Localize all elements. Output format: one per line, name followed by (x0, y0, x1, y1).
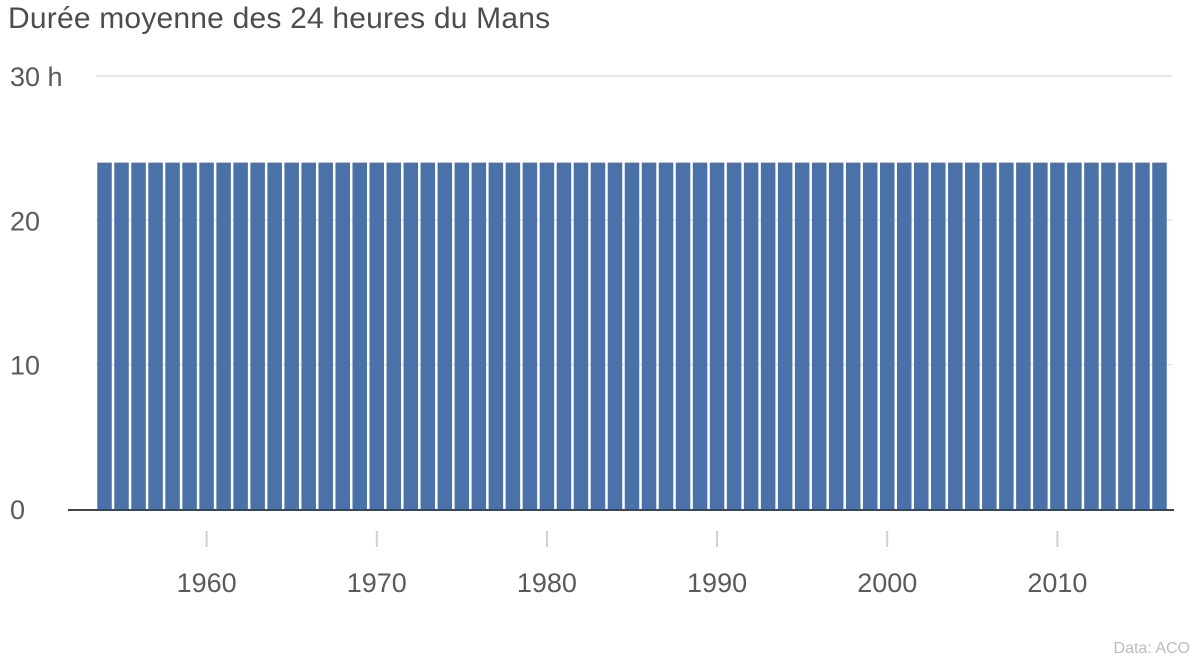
bar-1989 (692, 162, 708, 509)
bar-1990 (709, 162, 725, 509)
bar-1963 (250, 162, 265, 509)
bar-1974 (437, 162, 453, 509)
bar-1977 (488, 162, 504, 509)
bar-1954 (97, 162, 112, 509)
chart-title: Durée moyenne des 24 heures du Mans (8, 2, 551, 35)
axes (68, 509, 1174, 547)
bar-1980 (539, 162, 555, 509)
y-tick-label: 10 (10, 351, 40, 381)
bar-2007 (999, 162, 1014, 509)
bar-2016 (1152, 162, 1167, 509)
bar-1996 (811, 162, 827, 509)
bar-2015 (1135, 162, 1150, 509)
y-tick-label: 20 (10, 206, 40, 236)
bar-1969 (352, 162, 368, 509)
bar-1966 (301, 162, 316, 509)
x-tick-label: 1970 (347, 568, 407, 598)
bar-2005 (965, 162, 980, 509)
bar-2006 (982, 162, 997, 509)
bar-1982 (573, 162, 589, 509)
bar-1978 (505, 162, 521, 509)
bar-1968 (335, 162, 350, 509)
bar-1970 (369, 162, 385, 509)
bar-1964 (267, 162, 282, 509)
tick-labels: 0 10 20 30 h 1960 1970 1980 1990 2000 2010 (10, 62, 1087, 598)
y-tick-label: 30 h (10, 62, 63, 92)
bar-1965 (284, 162, 299, 509)
bar-1984 (607, 162, 623, 509)
x-tick-label: 1990 (687, 568, 747, 598)
bar-1997 (828, 162, 844, 509)
bar-1971 (386, 162, 402, 509)
bar-2004 (948, 162, 963, 509)
bar-1993 (760, 162, 776, 509)
bar-1973 (420, 162, 436, 509)
x-tick-label: 1980 (517, 568, 577, 598)
bar-1992 (743, 162, 759, 509)
bar-1979 (522, 162, 538, 509)
bar-1986 (641, 162, 657, 509)
x-tick-label: 2010 (1027, 568, 1087, 598)
bar-1972 (403, 162, 419, 509)
bar-1998 (845, 162, 861, 509)
bar-2011 (1067, 162, 1082, 509)
bar-2013 (1101, 162, 1116, 509)
bar-1960 (199, 162, 214, 509)
bar-1999 (862, 162, 878, 509)
bar-1988 (675, 162, 691, 509)
bar-2003 (931, 162, 946, 509)
bar-2008 (1016, 162, 1031, 509)
bar-1983 (590, 162, 606, 509)
x-tick-label: 2000 (857, 568, 917, 598)
bar-2009 (1033, 162, 1048, 509)
bar-1959 (182, 162, 197, 509)
bar-1957 (148, 162, 163, 509)
bar-1985 (624, 162, 640, 509)
bars (97, 162, 1167, 509)
bar-1955 (114, 162, 129, 509)
bar-2014 (1118, 162, 1133, 509)
bar-2001 (896, 162, 912, 509)
bar-1967 (318, 162, 333, 509)
x-tick-label: 1960 (177, 568, 237, 598)
bar-1991 (726, 162, 742, 509)
bar-1994 (777, 162, 793, 509)
bar-1995 (794, 162, 810, 509)
bar-2002 (914, 162, 929, 509)
bar-1981 (556, 162, 572, 509)
bar-2012 (1084, 162, 1099, 509)
bar-2010 (1050, 162, 1065, 509)
bar-1956 (131, 162, 146, 509)
bar-2000 (879, 162, 895, 509)
bar-1975 (454, 162, 470, 509)
bar-1987 (658, 162, 674, 509)
bar-1961 (216, 162, 231, 509)
y-tick-label: 0 (10, 495, 25, 525)
bar-1976 (471, 162, 487, 509)
source-note: Data: ACO (1113, 640, 1190, 657)
bar-1962 (233, 162, 248, 509)
bar-1958 (165, 162, 180, 509)
